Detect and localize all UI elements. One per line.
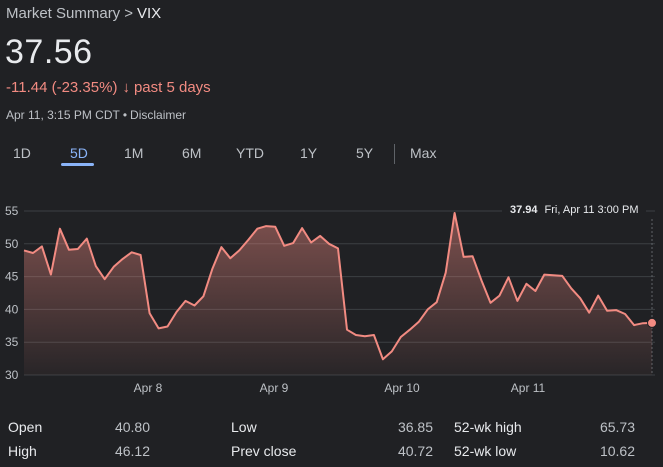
y-tick-label: 35 (5, 335, 19, 349)
meta-dot: • (122, 108, 128, 122)
tab-6m[interactable]: 6M (182, 145, 202, 161)
stat-label-52wk-high: 52-wk high (454, 419, 522, 435)
price-change: -11.44 (-23.35%) ↓ past 5 days (6, 79, 211, 96)
down-arrow-icon: ↓ (122, 79, 130, 96)
y-tick-label: 45 (5, 270, 19, 284)
stat-value-52wk-high: 65.73 (599, 419, 635, 435)
x-tick-label: Apr 10 (384, 381, 420, 395)
change-period: past 5 days (133, 79, 211, 96)
current-point-marker (647, 317, 657, 328)
stat-value-low: 36.85 (397, 419, 433, 435)
x-tick-label: Apr 11 (511, 381, 546, 395)
y-tick-label: 50 (5, 237, 19, 251)
breadcrumb-current: VIX (136, 5, 162, 22)
y-tick-label: 55 (5, 204, 19, 218)
current-price: 37.56 (5, 33, 93, 71)
tab-divider (394, 144, 395, 164)
time-range-tabs: 1D 5D 1M 6M YTD 1Y 5Y Max (0, 140, 663, 168)
x-tick-label: Apr 9 (260, 381, 289, 395)
y-tick-label: 40 (5, 302, 19, 316)
tooltip-time: Fri, Apr 11 3:00 PM (544, 204, 639, 216)
breadcrumb-separator: > (124, 5, 133, 22)
active-tab-indicator (61, 163, 94, 166)
stat-label-52wk-low: 52-wk low (454, 443, 517, 459)
tab-1d[interactable]: 1D (13, 145, 31, 161)
x-tick-label: Apr 8 (134, 381, 163, 395)
quote-timestamp: Apr 11, 3:15 PM CDT (6, 108, 120, 122)
breadcrumb-parent-link[interactable]: Market Summary (6, 5, 121, 22)
tooltip-value: 37.94 (510, 204, 538, 216)
disclaimer-link[interactable]: Disclaimer (130, 108, 187, 122)
tab-max[interactable]: Max (410, 145, 437, 161)
stat-label-high: High (8, 443, 37, 459)
breadcrumb: Market Summary > VIX (6, 5, 161, 22)
tab-5y[interactable]: 5Y (356, 145, 374, 161)
change-value: -11.44 (-23.35%) (6, 79, 118, 96)
stat-label-prev-close: Prev close (231, 443, 297, 459)
stat-value-high: 46.12 (114, 443, 150, 459)
area-fill (24, 213, 652, 375)
stat-label-low: Low (231, 419, 257, 435)
stat-label-open: Open (8, 419, 43, 435)
tab-5d[interactable]: 5D (70, 145, 88, 161)
stat-value-prev-close: 40.72 (397, 443, 433, 459)
tab-ytd[interactable]: YTD (236, 145, 264, 161)
tab-1y[interactable]: 1Y (300, 145, 318, 161)
price-line (23, 212, 653, 361)
stat-value-52wk-low: 10.62 (599, 443, 635, 459)
price-chart[interactable]: 30 35 40 45 50 55 Apr 8 Apr 9 Apr 10 Apr 11 (0, 195, 663, 395)
tab-1m[interactable]: 1M (124, 145, 144, 161)
quote-meta: Apr 11, 3:15 PM CDT • Disclaimer (6, 108, 186, 122)
chart-tooltip: 37.94 Fri, Apr 11 3:00 PM (502, 199, 647, 221)
y-tick-label: 30 (5, 368, 19, 382)
stat-value-open: 40.80 (114, 419, 150, 435)
